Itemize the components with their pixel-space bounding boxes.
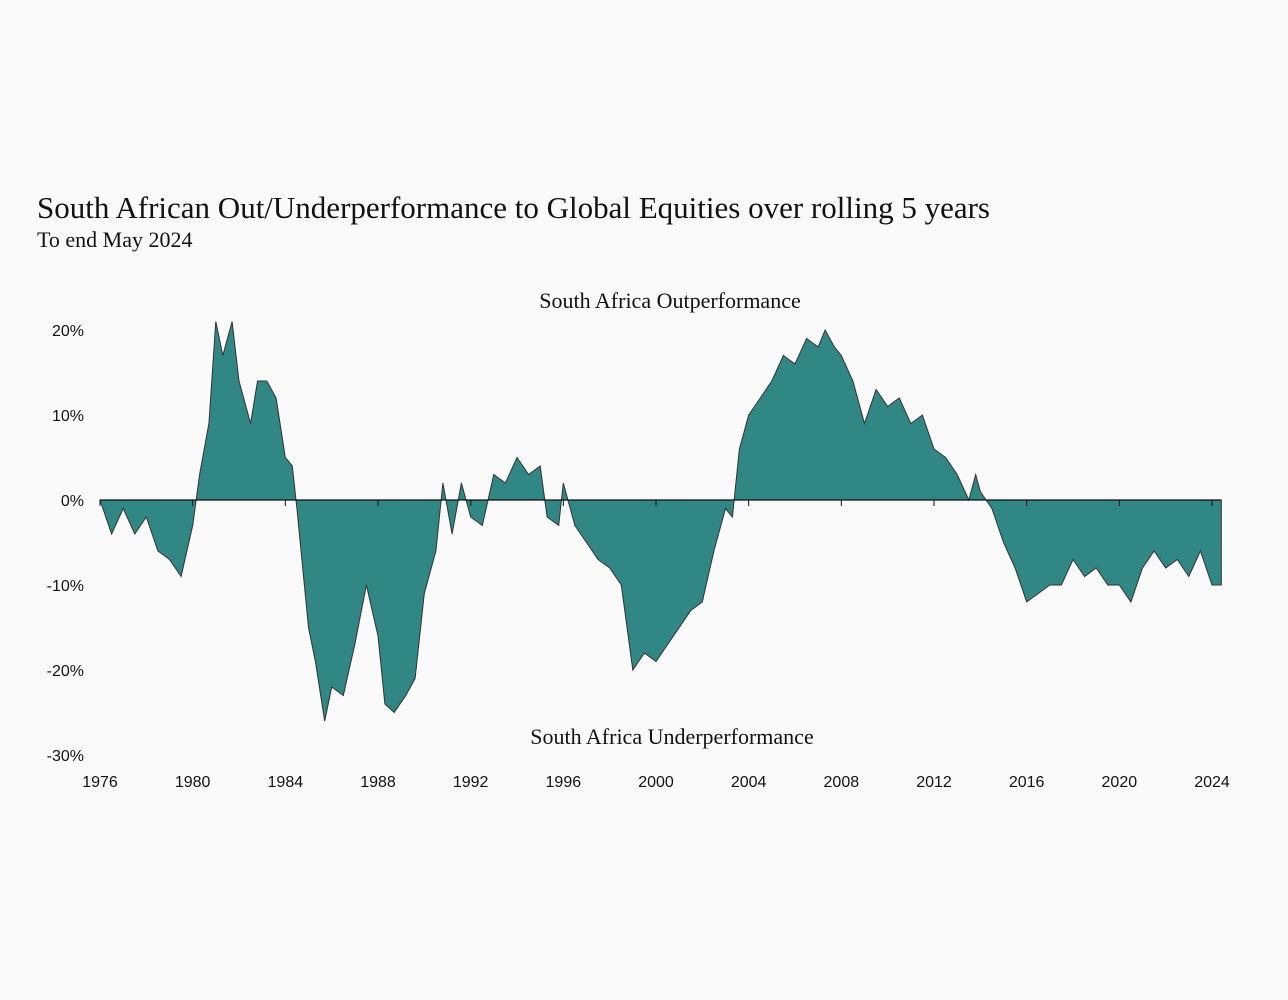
x-tick-label: 2016 bbox=[1009, 774, 1045, 791]
y-tick-label: -10% bbox=[47, 578, 84, 595]
x-tick-label: 1996 bbox=[546, 774, 582, 791]
y-tick-label: -30% bbox=[47, 748, 84, 765]
x-tick-label: 2024 bbox=[1194, 774, 1230, 791]
x-tick-label: 2008 bbox=[824, 774, 860, 791]
x-tick-label: 1980 bbox=[175, 774, 211, 791]
x-tick-label: 1976 bbox=[82, 774, 118, 791]
y-tick-label: 10% bbox=[52, 408, 84, 425]
area bbox=[99, 321, 1222, 722]
annotation: South Africa Outperformance bbox=[539, 288, 800, 313]
y-tick-label: 20% bbox=[52, 323, 84, 340]
x-tick-label: 2004 bbox=[731, 774, 767, 791]
x-tick-label: 1992 bbox=[453, 774, 489, 791]
chart-subtitle: To end May 2024 bbox=[37, 227, 193, 252]
x-tick-label: 2020 bbox=[1102, 774, 1138, 791]
x-tick-label: 2012 bbox=[916, 774, 952, 791]
x-tick-label: 2000 bbox=[638, 774, 674, 791]
chart-title: South African Out/Underperformance to Gl… bbox=[37, 190, 990, 225]
annotation: South Africa Underperformance bbox=[530, 724, 813, 749]
y-tick-label: 0% bbox=[61, 493, 84, 510]
x-tick-label: 1988 bbox=[360, 774, 396, 791]
x-tick-label: 1984 bbox=[268, 774, 304, 791]
y-tick-label: -20% bbox=[47, 663, 84, 680]
